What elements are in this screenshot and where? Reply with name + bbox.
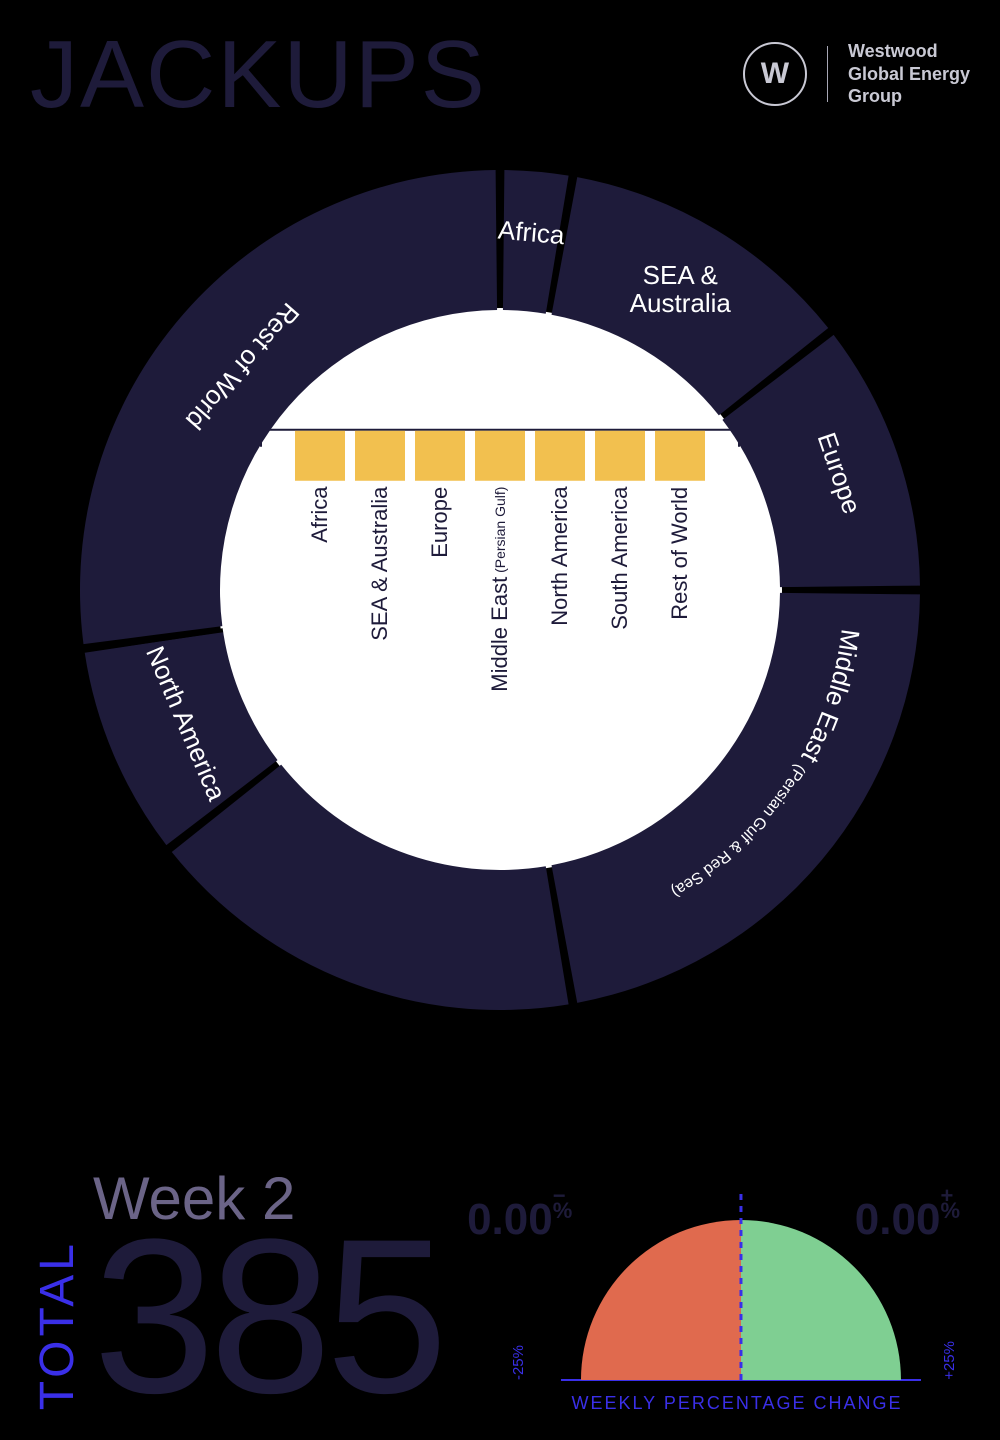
svg-text:Africa: Africa xyxy=(497,215,566,251)
legend: Africa SEA & Australia Europe Middle East (… xyxy=(260,429,740,707)
donut-chart: Africa SEA &Australia Europe Middle East (P… xyxy=(70,160,930,1020)
legend-label: Africa xyxy=(309,487,331,707)
legend-item: Europe xyxy=(415,431,465,707)
header: JACKUPS W Westwood Global Energy Group xyxy=(30,20,970,130)
total-side-label: TOTAL xyxy=(30,1240,85,1410)
legend-label: South America xyxy=(609,487,631,707)
legend-swatch xyxy=(595,431,645,481)
brand-name: Westwood Global Energy Group xyxy=(848,40,970,108)
legend-item: Africa xyxy=(295,431,345,707)
legend-swatch xyxy=(655,431,705,481)
brand-block: W Westwood Global Energy Group xyxy=(743,20,970,108)
gauge-neg-num: 0.00 xyxy=(467,1195,553,1244)
brand-logo-icon: W xyxy=(743,42,807,106)
legend-label: Rest of World xyxy=(669,487,691,707)
legend-item: Rest of World xyxy=(655,431,705,707)
gauge-range-pos: +25% xyxy=(941,1341,958,1380)
svg-text:SEA &Australia: SEA &Australia xyxy=(630,260,732,318)
brand-name-line2: Global Energy xyxy=(848,63,970,86)
legend-item: South America xyxy=(595,431,645,707)
gauge-chart: 0.00−% 0.00+% -25% +25% WEEKLY PERCENTAG… xyxy=(452,1170,970,1410)
legend-swatch xyxy=(295,431,345,481)
legend-swatch xyxy=(415,431,465,481)
gauge-range-neg: -25% xyxy=(510,1345,527,1380)
gauge-pos-num: 0.00 xyxy=(855,1195,941,1244)
gauge-neg-sign: −% xyxy=(553,1188,573,1219)
gauge-neg-value: 0.00−% xyxy=(467,1188,572,1245)
legend-label: Europe xyxy=(429,487,451,707)
brand-name-line3: Group xyxy=(848,85,970,108)
legend-swatch xyxy=(535,431,585,481)
brand-divider xyxy=(827,46,828,102)
gauge-pos-sign: +% xyxy=(940,1188,960,1219)
legend-swatch xyxy=(355,431,405,481)
gauge-pos-value: 0.00+% xyxy=(855,1188,960,1245)
page-title: JACKUPS xyxy=(30,20,487,130)
legend-item: North America xyxy=(535,431,585,707)
legend-label: Middle East (Persian Gulf) xyxy=(489,487,511,707)
legend-label: North America xyxy=(549,487,571,707)
total-main: Week 2 385 xyxy=(93,1175,442,1410)
legend-item: Middle East (Persian Gulf) xyxy=(475,431,525,707)
legend-swatch xyxy=(475,431,525,481)
total-value: 385 xyxy=(93,1223,442,1410)
gauge-caption: WEEKLY PERCENTAGE CHANGE xyxy=(504,1393,970,1414)
legend-item: SEA & Australia xyxy=(355,431,405,707)
legend-label: SEA & Australia xyxy=(369,487,391,707)
totals-block: TOTAL Week 2 385 xyxy=(30,1175,442,1410)
footer: TOTAL Week 2 385 0.00−% 0.00+% -25% +25%… xyxy=(30,1170,970,1410)
brand-name-line1: Westwood xyxy=(848,40,970,63)
